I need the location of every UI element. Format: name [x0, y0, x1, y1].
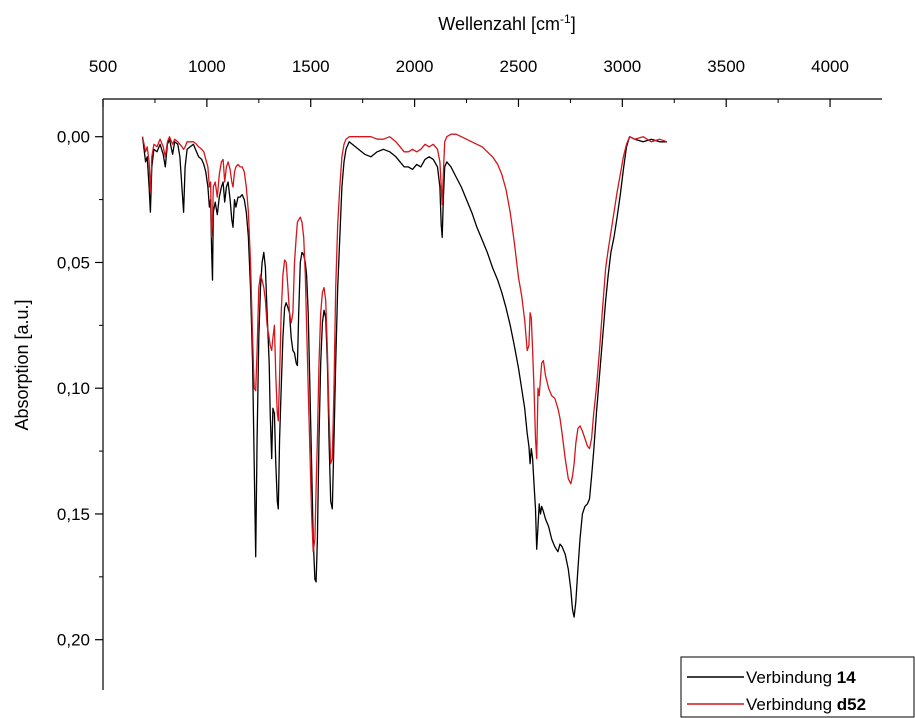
legend: Verbindung 14 Verbindung d52 — [680, 656, 915, 718]
y-axis-title: Absorption [a.u.] — [12, 299, 32, 430]
y-tick-label: 0,20 — [57, 631, 90, 650]
y-tick-label: 0,10 — [57, 379, 90, 398]
legend-label-1: Verbindung 14 — [746, 668, 856, 687]
series-group — [141, 133, 668, 618]
series-line-1 — [141, 136, 667, 618]
legend-box — [680, 656, 915, 718]
series-line-2 — [141, 133, 668, 553]
x-axis-title: Wellenzahl [cm-1] — [438, 12, 575, 34]
y-axis-ticks: 0,00 0,05 0,10 0,15 0,20 — [57, 128, 103, 650]
x-tick-label: 1500 — [292, 57, 330, 76]
x-axis-title-end: ] — [571, 14, 576, 34]
x-axis-title-superscript: -1 — [560, 12, 571, 26]
x-tick-label: 4000 — [811, 57, 849, 76]
x-axis-title-text: Wellenzahl [cm — [438, 14, 560, 34]
legend-label-2: Verbindung d52 — [746, 695, 866, 714]
x-tick-label: 3000 — [603, 57, 641, 76]
x-tick-label: 2500 — [500, 57, 538, 76]
y-tick-label: 0,05 — [57, 253, 90, 272]
x-tick-label: 500 — [89, 57, 117, 76]
y-tick-label: 0,15 — [57, 505, 90, 524]
x-tick-label: 2000 — [396, 57, 434, 76]
x-axis-ticks: 500 1000 1500 2000 2500 3000 3500 4000 — [89, 57, 849, 107]
x-tick-label: 1000 — [188, 57, 226, 76]
x-tick-label: 3500 — [707, 57, 745, 76]
y-tick-label: 0,00 — [57, 128, 90, 147]
